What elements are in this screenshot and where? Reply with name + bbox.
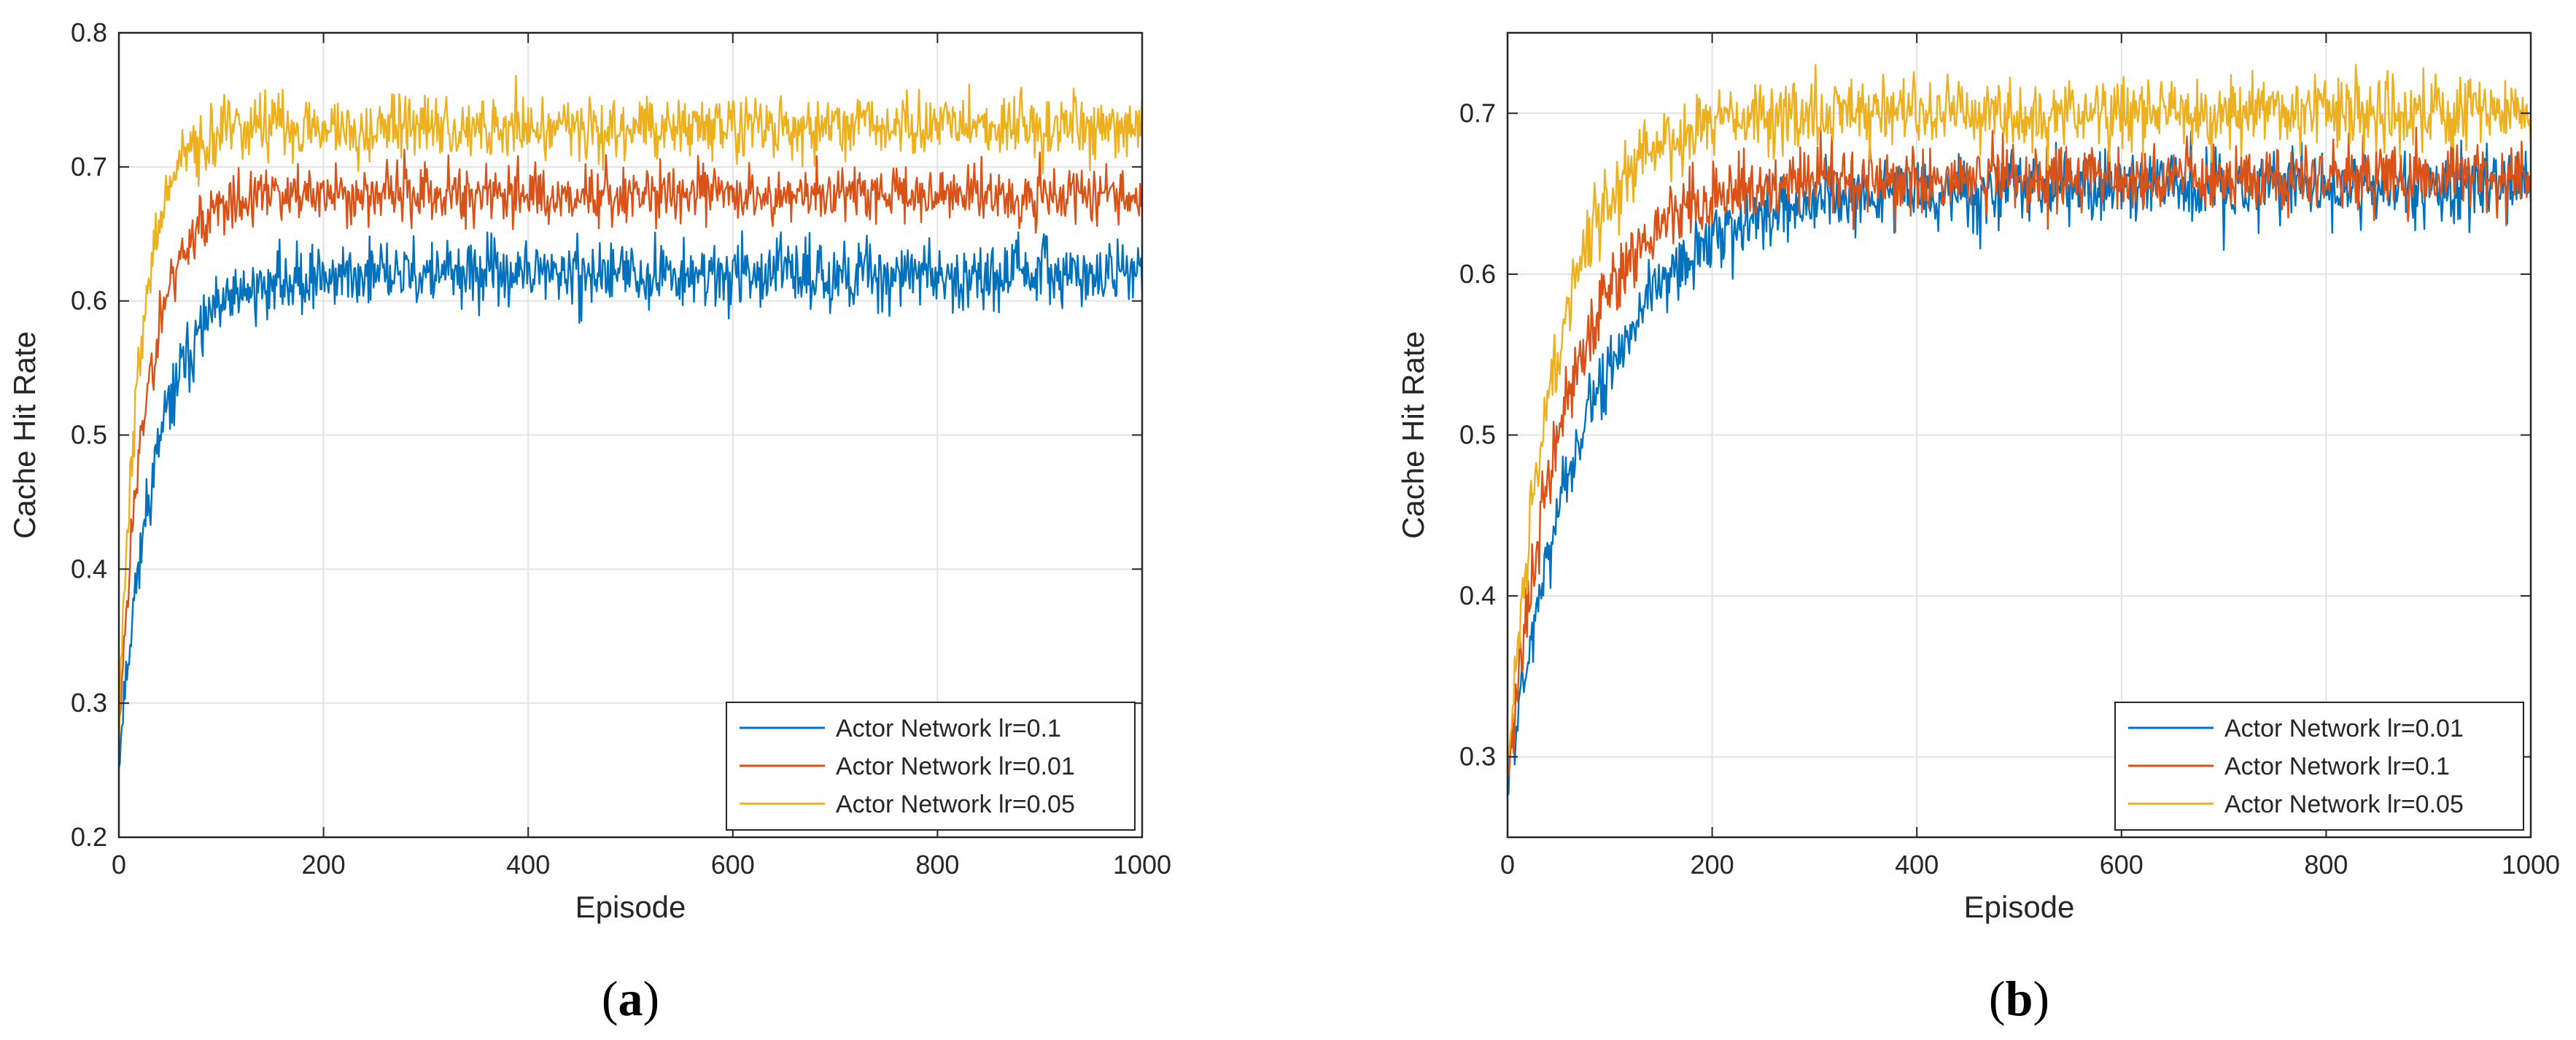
x-tick-label: 800 [915, 850, 959, 880]
panel-label: (b) [1989, 971, 2049, 1026]
y-tick-label: 0.3 [71, 688, 107, 718]
y-tick-label: 0.8 [71, 18, 107, 47]
y-tick-label: 0.5 [71, 420, 107, 450]
y-tick-label: 0.7 [1459, 98, 1496, 128]
x-tick-label: 1000 [2502, 850, 2560, 880]
y-tick-label: 0.6 [71, 286, 107, 316]
x-tick-label: 0 [112, 850, 126, 880]
x-tick-label: 400 [1895, 850, 1939, 880]
x-tick-label: 1000 [1113, 850, 1171, 880]
panel-letter: b [2006, 971, 2033, 1026]
x-tick-label: 400 [506, 850, 550, 880]
y-axis-label: Cache Hit Rate [7, 331, 42, 539]
legend-entry: Actor Network lr=0.1 [836, 715, 1061, 742]
x-axis-label: Episode [575, 890, 686, 924]
y-tick-label: 0.6 [1459, 259, 1496, 289]
legend-entry: Actor Network lr=0.05 [836, 791, 1075, 818]
x-tick-label: 800 [2304, 850, 2348, 880]
y-tick-label: 0.5 [1459, 420, 1496, 450]
series-line [1506, 130, 2532, 796]
x-tick-label: 0 [1500, 850, 1515, 880]
y-tick-label: 0.7 [71, 152, 107, 182]
panel-paren: ) [2033, 971, 2049, 1026]
y-tick-label: 0.3 [1459, 742, 1496, 772]
y-tick-label: 0.2 [71, 822, 107, 852]
panel-paren: ( [1989, 971, 2006, 1026]
panel-paren: ( [602, 971, 618, 1026]
chart-b: 0 200 400 600 800 1000 0.3 0.4 0.5 0.6 0.7 Episode C… [1396, 31, 2560, 1026]
panel-label: (a) [602, 971, 659, 1026]
series-line [1507, 126, 2531, 777]
y-tick-label: 0.4 [1459, 581, 1496, 610]
series-line [117, 148, 1144, 726]
chart-a: 0 200 400 600 800 1000 0.2 0.3 0.4 0.5 0.6 0.7 0.8 Ep… [7, 18, 1171, 1026]
legend-entry: Actor Network lr=0.01 [836, 753, 1075, 780]
x-axis-label: Episode [1964, 890, 2075, 924]
legend-entry: Actor Network lr=0.1 [2224, 753, 2450, 780]
x-tick-label: 600 [2100, 850, 2144, 880]
x-tick-label: 200 [1691, 850, 1734, 880]
y-axis-label: Cache Hit Rate [1396, 331, 1430, 539]
panel-letter: a [618, 971, 643, 1026]
legend-entry: Actor Network lr=0.05 [2224, 791, 2464, 818]
y-tick-label: 0.4 [71, 554, 107, 583]
series-line [1506, 63, 2532, 759]
series-line [117, 74, 1144, 753]
x-tick-label: 600 [711, 850, 755, 880]
x-tick-label: 200 [302, 850, 346, 880]
legend-entry: Actor Network lr=0.01 [2224, 715, 2464, 742]
panel-paren: ) [643, 971, 660, 1026]
series-line [117, 230, 1144, 769]
